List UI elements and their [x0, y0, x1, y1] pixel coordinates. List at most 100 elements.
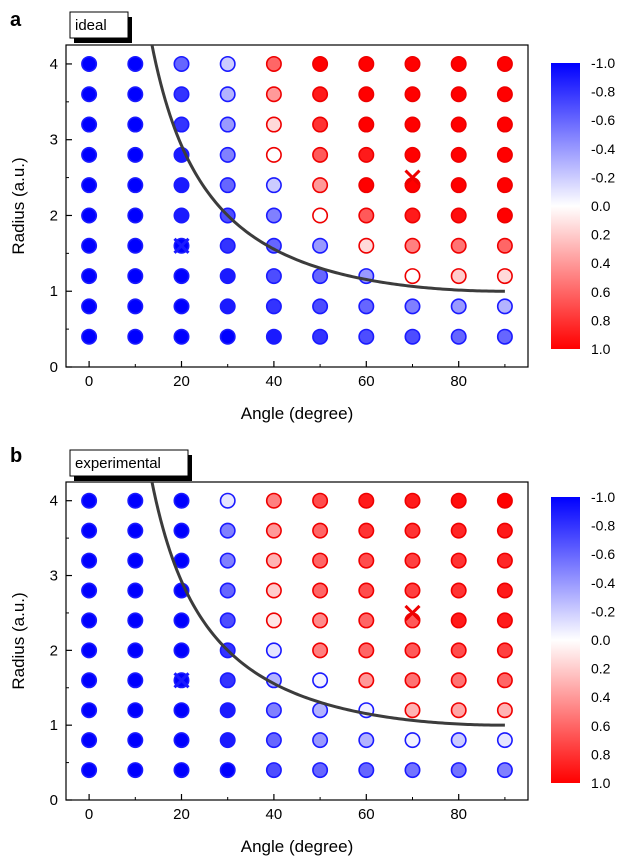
- colorbar: [551, 63, 580, 349]
- data-point: [173, 86, 190, 103]
- colorbar-label: 0.6: [591, 284, 611, 300]
- colorbar-label: -0.8: [591, 518, 615, 534]
- data-point: [358, 612, 375, 629]
- data-point: [173, 298, 190, 315]
- data-point: [173, 207, 190, 224]
- panel-a: a ideal 0 20 40 60 80 0 1 2 3 4 Angle (degree) Radius…: [9, 9, 615, 423]
- data-point: [173, 702, 190, 719]
- data-point: [219, 328, 236, 345]
- data-point: [265, 328, 282, 345]
- x-tick-label: 80: [450, 806, 467, 823]
- data-point: [358, 207, 375, 224]
- plot-frame: [65, 481, 529, 801]
- data-point: [219, 732, 236, 749]
- panel-label: b: [10, 445, 22, 467]
- data-point: [265, 582, 282, 599]
- data-point: [265, 762, 282, 779]
- colorbar-label: -0.2: [591, 603, 615, 619]
- data-point: [496, 702, 513, 719]
- y-axis-label: Radius (a.u.): [9, 157, 28, 254]
- data-point: [265, 552, 282, 569]
- data-point: [450, 116, 467, 133]
- data-point: [265, 702, 282, 719]
- colorbar-label: -1.0: [591, 489, 615, 505]
- data-point: [127, 642, 144, 659]
- colorbar-label: -0.6: [591, 546, 615, 562]
- data-point: [450, 642, 467, 659]
- data-point: [496, 522, 513, 539]
- y-tick-label: 1: [50, 283, 58, 300]
- legend-box: [69, 449, 189, 477]
- data-point: [81, 522, 98, 539]
- data-point: [81, 268, 98, 285]
- data-point: [496, 642, 513, 659]
- data-point: [81, 732, 98, 749]
- data-point: [265, 522, 282, 539]
- data-point: [173, 328, 190, 345]
- data-point: [312, 612, 329, 629]
- x-marker: [173, 672, 190, 689]
- data-point: [496, 86, 513, 103]
- data-point: [496, 177, 513, 194]
- data-point: [219, 237, 236, 254]
- colorbar-label: 0.8: [591, 746, 611, 762]
- x-axis-label: Angle (degree): [241, 404, 353, 423]
- x-marker: [173, 237, 190, 254]
- data-point: [358, 732, 375, 749]
- data-point: [81, 762, 98, 779]
- colorbar-label: 0.6: [591, 718, 611, 734]
- data-point: [358, 177, 375, 194]
- data-point: [127, 116, 144, 133]
- data-point: [173, 268, 190, 285]
- data-point: [173, 612, 190, 629]
- data-point: [312, 146, 329, 163]
- data-point: [312, 552, 329, 569]
- colorbar-label: -1.0: [591, 55, 615, 71]
- data-point: [81, 552, 98, 569]
- data-point: [450, 732, 467, 749]
- data-point: [265, 116, 282, 133]
- data-point: [496, 116, 513, 133]
- data-point: [219, 298, 236, 315]
- data-point: [173, 522, 190, 539]
- data-point: [312, 672, 329, 689]
- data-point: [312, 298, 329, 315]
- data-point: [450, 522, 467, 539]
- data-point: [404, 522, 421, 539]
- legend-box-text: ideal: [75, 17, 107, 34]
- x-marker: [404, 604, 421, 622]
- data-point: [496, 612, 513, 629]
- data-point: [127, 177, 144, 194]
- data-point: [404, 207, 421, 224]
- colorbar-label: 0.8: [591, 312, 611, 328]
- data-point: [219, 86, 236, 103]
- data-point: [127, 237, 144, 254]
- data-point: [496, 582, 513, 599]
- panel-b: b experimental 0 20 40 60 80 0 1 2 3 4 Angle (degree…: [9, 445, 615, 856]
- data-point: [81, 582, 98, 599]
- data-point: [219, 177, 236, 194]
- x-tick-label: 0: [85, 806, 93, 823]
- data-point: [312, 177, 329, 194]
- colorbar-label: -0.6: [591, 112, 615, 128]
- data-point: [81, 207, 98, 224]
- y-tick-label: 4: [50, 56, 58, 73]
- colorbar-label: 0.2: [591, 661, 611, 677]
- data-point: [173, 642, 190, 659]
- data-point: [404, 612, 421, 629]
- data-point: [496, 207, 513, 224]
- data-point: [404, 237, 421, 254]
- data-point: [219, 612, 236, 629]
- data-point: [496, 328, 513, 345]
- data-point: [127, 522, 144, 539]
- data-point: [312, 522, 329, 539]
- data-point: [81, 86, 98, 103]
- data-point: [404, 116, 421, 133]
- data-point: [127, 298, 144, 315]
- data-point: [81, 177, 98, 194]
- data-point: [404, 672, 421, 689]
- data-point: [358, 492, 375, 509]
- data-point: [127, 552, 144, 569]
- data-point: [450, 268, 467, 285]
- y-tick-label: 3: [50, 568, 58, 585]
